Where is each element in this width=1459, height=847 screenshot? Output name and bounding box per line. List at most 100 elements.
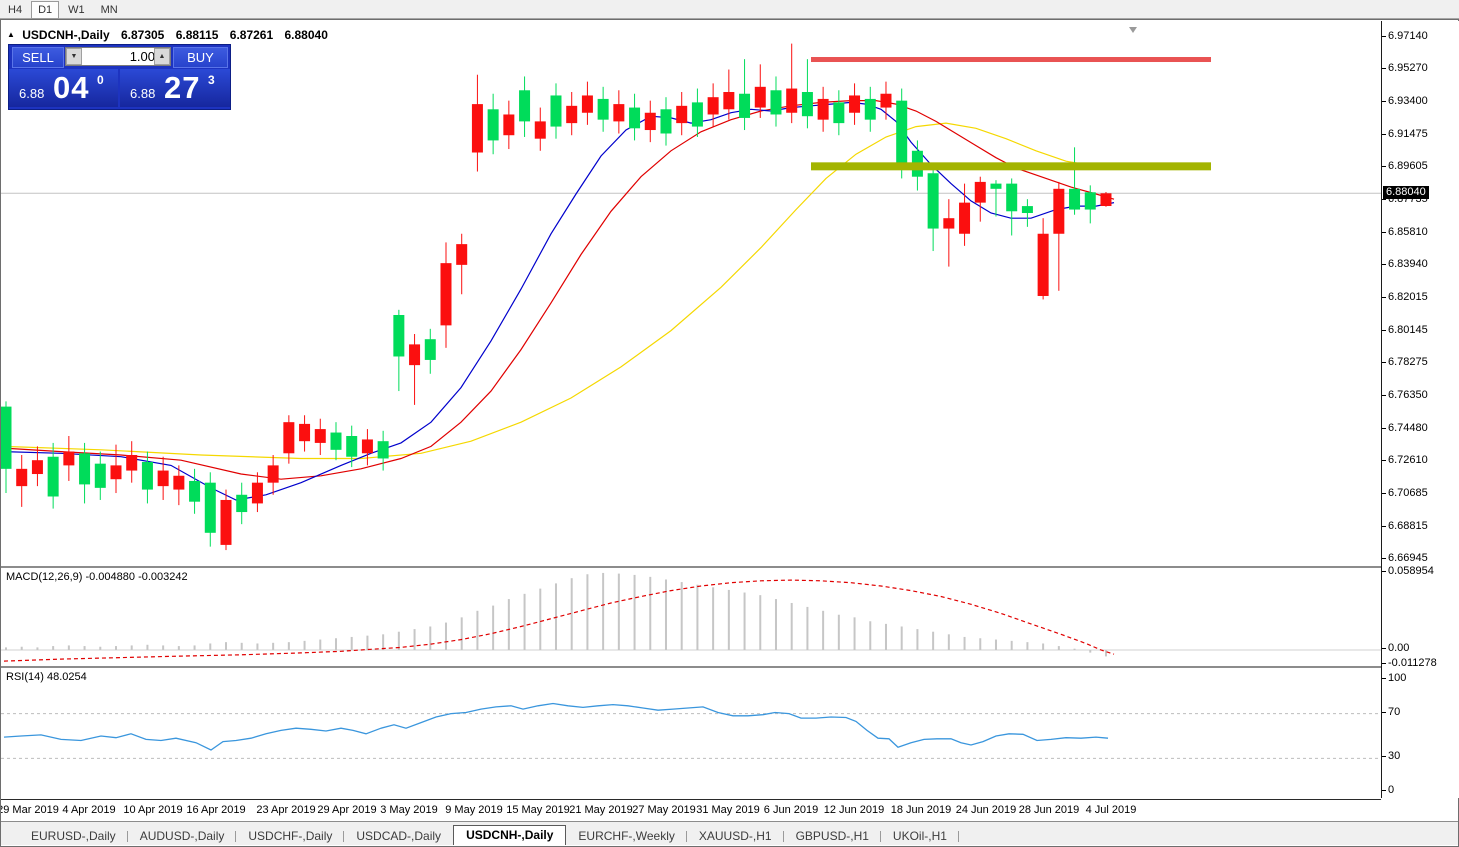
sell-button[interactable]: SELL	[12, 47, 64, 68]
candle-body	[16, 468, 28, 487]
date-axis-label[interactable]: 9 May 2019	[445, 804, 503, 816]
price-axis-label-tick	[1382, 264, 1386, 266]
candle-body	[534, 121, 546, 139]
macd-bar	[1026, 642, 1029, 650]
price-axis-label: 6.80145	[1388, 323, 1428, 336]
buy-quote-button[interactable]: 6.88 27 3	[120, 69, 230, 107]
candle-body	[314, 429, 326, 443]
volume-decrease-icon[interactable]: ▼	[66, 48, 82, 65]
macd-bar	[727, 589, 730, 650]
date-axis-label[interactable]: 23 Apr 2019	[256, 804, 316, 816]
macd-bar	[617, 573, 620, 650]
chart-shift-marker-icon[interactable]	[1129, 27, 1137, 33]
chart-tab-gbpusd[interactable]: GBPUSD-,H1	[784, 828, 881, 845]
timeframe-button-mn[interactable]: MN	[100, 4, 118, 16]
date-axis-label[interactable]: 28 Jun 2019	[1018, 804, 1080, 816]
price-axis[interactable]: 6.971406.952706.934006.914756.896056.877…	[1381, 21, 1459, 798]
macd-bar	[224, 642, 227, 650]
candle-body	[1021, 206, 1033, 214]
macd-bar	[979, 638, 982, 650]
ma_mid-line	[3, 99, 1115, 480]
price-axis-label: 6.91475	[1388, 127, 1428, 140]
macd-bar	[36, 647, 39, 650]
candle-body	[283, 422, 295, 454]
rsi-axis-label: 100	[1388, 672, 1407, 684]
date-axis-label[interactable]: 4 Jul 2019	[1085, 804, 1137, 816]
resistance-line[interactable]	[811, 57, 1211, 63]
chart-tab-bar: EURUSD-,Daily AUDUSD-,Daily USDCHF-,Daily U…	[1, 821, 1458, 845]
macd-label: MACD(12,26,9) -0.004880 -0.003242	[6, 571, 188, 583]
ohlc-close: 6.88040	[284, 28, 328, 42]
price-axis-label-tick	[1382, 100, 1386, 102]
date-axis-label[interactable]: 31 May 2019	[696, 804, 760, 816]
support-line[interactable]	[811, 162, 1211, 171]
macd-indicator-pane[interactable]: MACD(12,26,9) -0.004880 -0.003242	[1, 566, 1381, 666]
price-axis-label-tick	[1382, 166, 1386, 168]
chart-tab-eurusd[interactable]: EURUSD-,Daily	[19, 828, 128, 845]
date-axis-label[interactable]: 18 Jun 2019	[890, 804, 952, 816]
price-chart-pane[interactable]: ▲ USDCNH-,Daily 6.87305 6.88115 6.87261 …	[1, 21, 1381, 563]
price-axis-label: 6.78275	[1388, 356, 1428, 369]
macd-bar	[712, 587, 715, 650]
candle-body	[1, 406, 12, 469]
date-axis-label[interactable]: 12 Jun 2019	[823, 804, 885, 816]
rsi-axis-label: 0	[1388, 784, 1395, 796]
macd-bar	[696, 584, 699, 650]
candle-body	[47, 456, 59, 497]
date-axis-label[interactable]: 10 Apr 2019	[123, 804, 183, 816]
sell-price-big: 04	[53, 70, 90, 105]
ohlc-open: 6.87305	[120, 28, 165, 42]
chart-tab-usdchf[interactable]: USDCHF-,Daily	[236, 828, 345, 845]
price-axis-label: 6.89605	[1388, 160, 1428, 173]
sell-quote-button[interactable]: 6.88 04 0	[9, 69, 118, 107]
rsi-axis-label-tick	[1382, 790, 1386, 791]
candle-body	[597, 98, 609, 120]
chart-tab-xauusd[interactable]: XAUUSD-,H1	[687, 828, 784, 845]
macd-axis-label-tick	[1382, 662, 1386, 664]
candle-body	[880, 93, 892, 108]
price-axis-label-tick	[1382, 427, 1386, 429]
macd-bar	[444, 622, 447, 650]
timeframe-button-w1[interactable]: W1	[68, 4, 85, 16]
volume-input[interactable]	[83, 48, 157, 65]
date-axis-label[interactable]: 15 May 2019	[506, 804, 570, 816]
chart-tab-ukoil[interactable]: UKOil-,H1	[881, 828, 959, 845]
volume-increase-icon[interactable]: ▲	[154, 48, 170, 65]
date-axis-label[interactable]: 16 Apr 2019	[186, 804, 246, 816]
date-axis-label[interactable]: 21 May 2019	[569, 804, 633, 816]
date-axis-label[interactable]: 29 Apr 2019	[317, 804, 377, 816]
candle-body	[974, 181, 986, 203]
timeframe-toolbar: H4 D1 W1 MN	[0, 0, 1459, 19]
ohlc-high: 6.88115	[175, 28, 219, 42]
macd-bar	[99, 646, 102, 650]
macd-bar	[5, 647, 7, 650]
candlestick-chart[interactable]	[1, 21, 1381, 563]
price-axis-label-tick	[1382, 362, 1386, 364]
macd-bar	[884, 623, 887, 650]
candle-body	[424, 339, 436, 360]
macd-bar	[382, 634, 385, 650]
tab-separator	[879, 831, 881, 842]
price-axis-label-tick	[1382, 493, 1386, 495]
price-axis-label: 6.85810	[1388, 225, 1428, 238]
macd-bar	[963, 636, 966, 650]
date-axis-label[interactable]: 3 May 2019	[380, 804, 438, 816]
date-axis[interactable]: 29 Mar 2019 4 Apr 2019 10 Apr 2019 16 Apr 2…	[1, 799, 1381, 822]
candle-body	[503, 114, 515, 136]
date-axis-label[interactable]: 6 Jun 2019	[763, 804, 819, 816]
date-axis-label[interactable]: 29 Mar 2019	[1, 804, 59, 816]
timeframe-button-h4[interactable]: H4	[8, 4, 23, 16]
macd-bar	[1042, 643, 1045, 650]
date-axis-label[interactable]: 27 May 2019	[632, 804, 696, 816]
date-axis-label[interactable]: 4 Apr 2019	[62, 804, 116, 816]
date-axis-label[interactable]: 24 Jun 2019	[955, 804, 1017, 816]
chart-tab-audusd[interactable]: AUDUSD-,Daily	[128, 828, 237, 845]
timeframe-button-d1[interactable]: D1	[31, 1, 60, 19]
chart-tab-usdcnh[interactable]: USDCNH-,Daily	[453, 825, 567, 845]
buy-button[interactable]: BUY	[173, 47, 228, 68]
chart-tab-usdcad[interactable]: USDCAD-,Daily	[356, 829, 442, 843]
candle-body	[204, 482, 216, 533]
chart-tab-eurchf[interactable]: EURCHF-,Weekly	[566, 828, 687, 845]
candle-body	[1100, 193, 1112, 207]
rsi-indicator-pane[interactable]: RSI(14) 48.0254	[1, 666, 1381, 800]
